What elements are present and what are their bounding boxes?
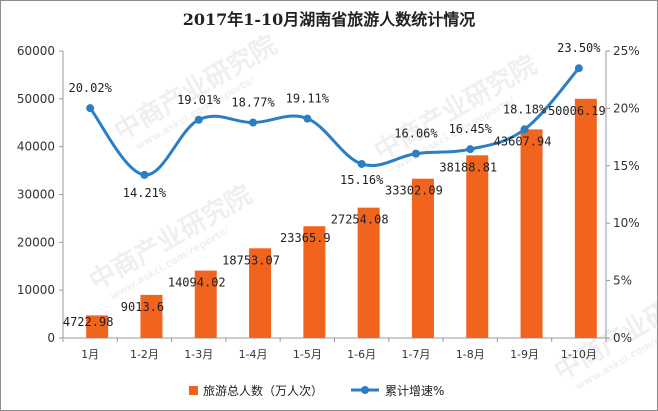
- bar-value-label: 43607.94: [494, 134, 552, 148]
- x-category-label: 1-10月: [561, 348, 597, 361]
- chart-title: 2017年1-10月湖南省旅游人数统计情况: [183, 10, 476, 29]
- y-right-tick-label: 15%: [613, 159, 640, 173]
- bar: [194, 270, 217, 338]
- bar-value-label: 9013.6: [121, 300, 164, 314]
- line-point: [357, 159, 366, 168]
- line-value-label: 20.02%: [68, 81, 112, 95]
- x-category-label: 1-4月: [239, 348, 268, 361]
- x-category-label: 1-9月: [510, 348, 539, 361]
- legend: 旅游总人数（万人次） 累计增速%: [189, 383, 444, 398]
- line-point: [520, 125, 529, 134]
- x-category-label: 1-5月: [293, 348, 322, 361]
- line-point: [303, 114, 312, 123]
- data-labels: 4722.98 9013.6 14094.02 18753.0723365.92725…: [63, 41, 606, 329]
- legend-line-label: 累计增速%: [385, 384, 444, 398]
- legend-line-marker: [361, 386, 369, 394]
- x-category-label: 1-7月: [401, 348, 430, 361]
- x-category-label: 1-8月: [456, 348, 485, 361]
- line-point: [411, 149, 420, 158]
- y-right-tick-label: 20%: [613, 101, 640, 115]
- bar: [303, 226, 326, 338]
- y-right-tick-label: 0%: [613, 331, 632, 345]
- y-left-tick-label: 60000: [17, 44, 55, 58]
- line-value-label: 16.45%: [449, 122, 493, 136]
- bar: [574, 98, 597, 338]
- line-value-label: 18.18%: [503, 102, 547, 116]
- line-series: [86, 64, 583, 179]
- line-point: [249, 118, 258, 127]
- line-value-label: 23.50%: [557, 41, 601, 55]
- x-category-label: 1-6月: [347, 348, 376, 361]
- bar-value-label: 23365.9: [280, 231, 331, 245]
- y-left-tick-label: 0: [47, 331, 55, 345]
- line-point: [574, 64, 583, 73]
- line-point: [194, 115, 203, 124]
- line-value-label: 18.77%: [231, 96, 275, 110]
- y-right-tick-label: 10%: [613, 216, 640, 230]
- x-category-label: 1-3月: [184, 348, 213, 361]
- line-point: [86, 104, 95, 113]
- bar-value-label: 33302.09: [385, 184, 443, 198]
- line-value-label: 19.11%: [286, 92, 330, 106]
- bar-value-label: 27254.08: [331, 213, 389, 227]
- bar-value-label: 4722.98: [63, 315, 114, 329]
- legend-bar-label: 旅游总人数（万人次）: [203, 383, 323, 398]
- x-category-label: 1月: [81, 348, 99, 361]
- y-left-tick-label: 20000: [17, 235, 55, 249]
- bar-series: [86, 98, 597, 338]
- y-left-tick-label: 50000: [17, 92, 55, 106]
- bar: [411, 178, 434, 338]
- y-left-tick-label: 10000: [17, 283, 55, 297]
- y-right-tick-label: 25%: [613, 44, 640, 58]
- bar-value-label: 50006.19: [548, 104, 606, 118]
- bar: [466, 155, 489, 338]
- bar-value-label: 38188.81: [439, 160, 497, 174]
- line-value-label: 19.01%: [177, 93, 221, 107]
- axes: 0 10000 20000 30000 40000 50000 60000 0% 5% 10% 15…: [17, 44, 640, 361]
- line-value-label: 14.21%: [123, 186, 167, 200]
- bar: [357, 207, 380, 338]
- legend-bar-swatch: [189, 386, 198, 395]
- y-left-tick-label: 30000: [17, 188, 55, 202]
- bar-value-label: 14094.02: [168, 276, 226, 290]
- y-left-tick-label: 40000: [17, 140, 55, 154]
- watermark-text: 中商产业研究院: [109, 29, 282, 147]
- line-value-label: 15.16%: [340, 173, 384, 187]
- y-right-tick-label: 5%: [613, 274, 632, 288]
- bar: [520, 129, 543, 338]
- line-point: [140, 170, 149, 179]
- line-value-label: 16.06%: [394, 127, 438, 141]
- growth-line: [88, 67, 580, 177]
- x-category-label: 1-2月: [130, 348, 159, 361]
- line-point: [466, 145, 475, 154]
- bar-value-label: 18753.07: [222, 253, 280, 267]
- bar: [140, 294, 163, 338]
- bar: [249, 248, 272, 338]
- bar: [86, 315, 109, 338]
